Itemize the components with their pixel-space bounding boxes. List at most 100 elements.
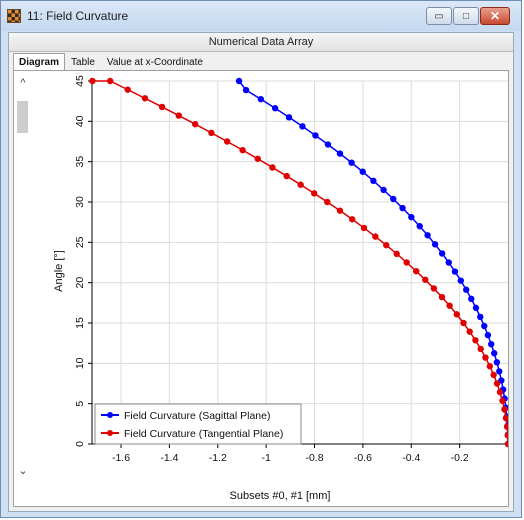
- series-point-1: [446, 302, 453, 309]
- series-point-0: [312, 132, 319, 139]
- legend-label-tangential: Field Curvature (Tangential Plane): [124, 428, 283, 440]
- panel-header: Numerical Data Array: [9, 33, 513, 52]
- series-point-0: [491, 350, 498, 357]
- series-point-1: [223, 138, 231, 145]
- x-tick-label: -1.6: [112, 452, 130, 464]
- close-button[interactable]: ✕: [480, 7, 510, 25]
- series-layer: [89, 77, 508, 448]
- y-tick-label: 30: [74, 196, 86, 208]
- y-tick-label: 25: [74, 236, 86, 248]
- series-point-0: [463, 286, 470, 293]
- series-point-0: [399, 204, 406, 212]
- series-point-0: [488, 340, 495, 348]
- legend-marker-tangential: [107, 430, 113, 436]
- series-point-0: [493, 359, 501, 366]
- series-point-0: [424, 232, 431, 239]
- scroll-thumb[interactable]: [17, 101, 28, 133]
- maximize-button[interactable]: □: [453, 7, 479, 25]
- series-point-1: [372, 233, 379, 240]
- series-point-1: [158, 103, 166, 111]
- series-point-0: [468, 295, 475, 302]
- series-point-0: [472, 304, 480, 312]
- series-point-1: [499, 397, 506, 404]
- series-point-0: [380, 186, 387, 194]
- grid-layer: [92, 80, 508, 445]
- minimize-button[interactable]: ▭: [426, 7, 452, 25]
- series-point-1: [496, 388, 504, 396]
- y-tick-label: 20: [74, 277, 86, 289]
- series-point-0: [242, 86, 250, 94]
- series-point-1: [348, 216, 356, 223]
- series-point-0: [348, 159, 355, 166]
- legend-box: [94, 403, 302, 445]
- series-point-1: [466, 328, 473, 335]
- x-axis-label: Subsets #0, #1 [mm]: [230, 490, 331, 502]
- series-point-1: [438, 293, 446, 301]
- series-point-1: [503, 423, 508, 430]
- series-point-0: [451, 268, 459, 275]
- series-point-0: [496, 368, 503, 375]
- series-point-1: [360, 224, 368, 232]
- app-icon[interactable]: [7, 9, 21, 23]
- diagram-panel: ^ ⌄ -1.6 -1.4 -1.2 -1 -0.8 -0.6 -0.4 -0.2 0 5 10 15…: [13, 70, 509, 507]
- tick-label-layer: -1.6 -1.4 -1.2 -1 -0.8 -0.6 -0.4 -0.2 0 5 10 15 20 25…: [74, 75, 469, 464]
- series-point-1: [422, 276, 429, 283]
- y-tick-label: 10: [74, 357, 86, 369]
- series-point-1: [383, 242, 390, 249]
- scroll-down-icon[interactable]: ⌄: [18, 465, 28, 477]
- series-point-1: [413, 267, 420, 275]
- window-title: 11: Field Curvature: [27, 9, 129, 23]
- series-point-0: [416, 223, 423, 230]
- x-tick-label: -0.6: [354, 452, 372, 464]
- series-point-1: [501, 406, 508, 413]
- series-point-0: [336, 150, 344, 157]
- tab-diagram[interactable]: Diagram: [13, 53, 66, 70]
- series-point-0: [457, 277, 464, 284]
- series-point-0: [481, 322, 488, 330]
- series-point-0: [271, 105, 279, 112]
- y-tick-label: 40: [74, 115, 86, 127]
- legend: Field Curvature (Sagittal Plane) Field C…: [94, 403, 302, 445]
- series-point-0: [299, 123, 306, 130]
- series-point-0: [390, 195, 397, 203]
- series-point-0: [445, 259, 452, 266]
- series-point-1: [310, 190, 318, 197]
- y-tick-label: 35: [74, 156, 86, 168]
- title-bar[interactable]: 11: Field Curvature ▭ □ ✕: [1, 1, 521, 31]
- y-tick-label: 15: [74, 317, 86, 329]
- series-point-1: [477, 345, 484, 353]
- x-tick-label: -0.8: [305, 452, 323, 464]
- series-point-0: [370, 177, 377, 185]
- series-point-1: [490, 371, 497, 379]
- series-point-1: [430, 285, 438, 292]
- tab-strip: Diagram Table Value at x-Coordinate: [13, 53, 209, 70]
- x-tick-label: -1.2: [209, 452, 227, 464]
- series-point-1: [460, 319, 467, 327]
- y-tick-label: 5: [74, 401, 86, 407]
- series-point-1: [482, 354, 489, 361]
- series-point-1: [124, 86, 131, 93]
- field-curvature-chart[interactable]: -1.6 -1.4 -1.2 -1 -0.8 -0.6 -0.4 -0.2 0 5 10 15 20 25…: [32, 71, 508, 506]
- series-point-1: [283, 172, 290, 180]
- series-point-1: [89, 77, 96, 85]
- series-point-1: [269, 164, 276, 171]
- series-point-1: [254, 155, 261, 162]
- series-point-0: [359, 168, 366, 175]
- series-point-0: [235, 77, 243, 85]
- series-point-0: [257, 95, 265, 103]
- tab-table[interactable]: Table: [71, 57, 95, 68]
- vertical-scrollbar[interactable]: ^ ⌄: [14, 71, 32, 506]
- series-point-1: [192, 121, 199, 128]
- series-point-1: [175, 112, 182, 119]
- scroll-up-icon[interactable]: ^: [20, 77, 26, 89]
- tab-value-at-x[interactable]: Value at x-Coordinate: [106, 57, 203, 68]
- axes-layer: [88, 80, 508, 448]
- series-point-1: [208, 129, 215, 137]
- series-point-0: [431, 241, 439, 248]
- series-point-1: [472, 337, 479, 344]
- x-tick-label: -0.2: [451, 452, 469, 464]
- series-point-0: [408, 213, 415, 221]
- x-tick-label: -1: [261, 452, 270, 464]
- series-point-1: [324, 198, 331, 206]
